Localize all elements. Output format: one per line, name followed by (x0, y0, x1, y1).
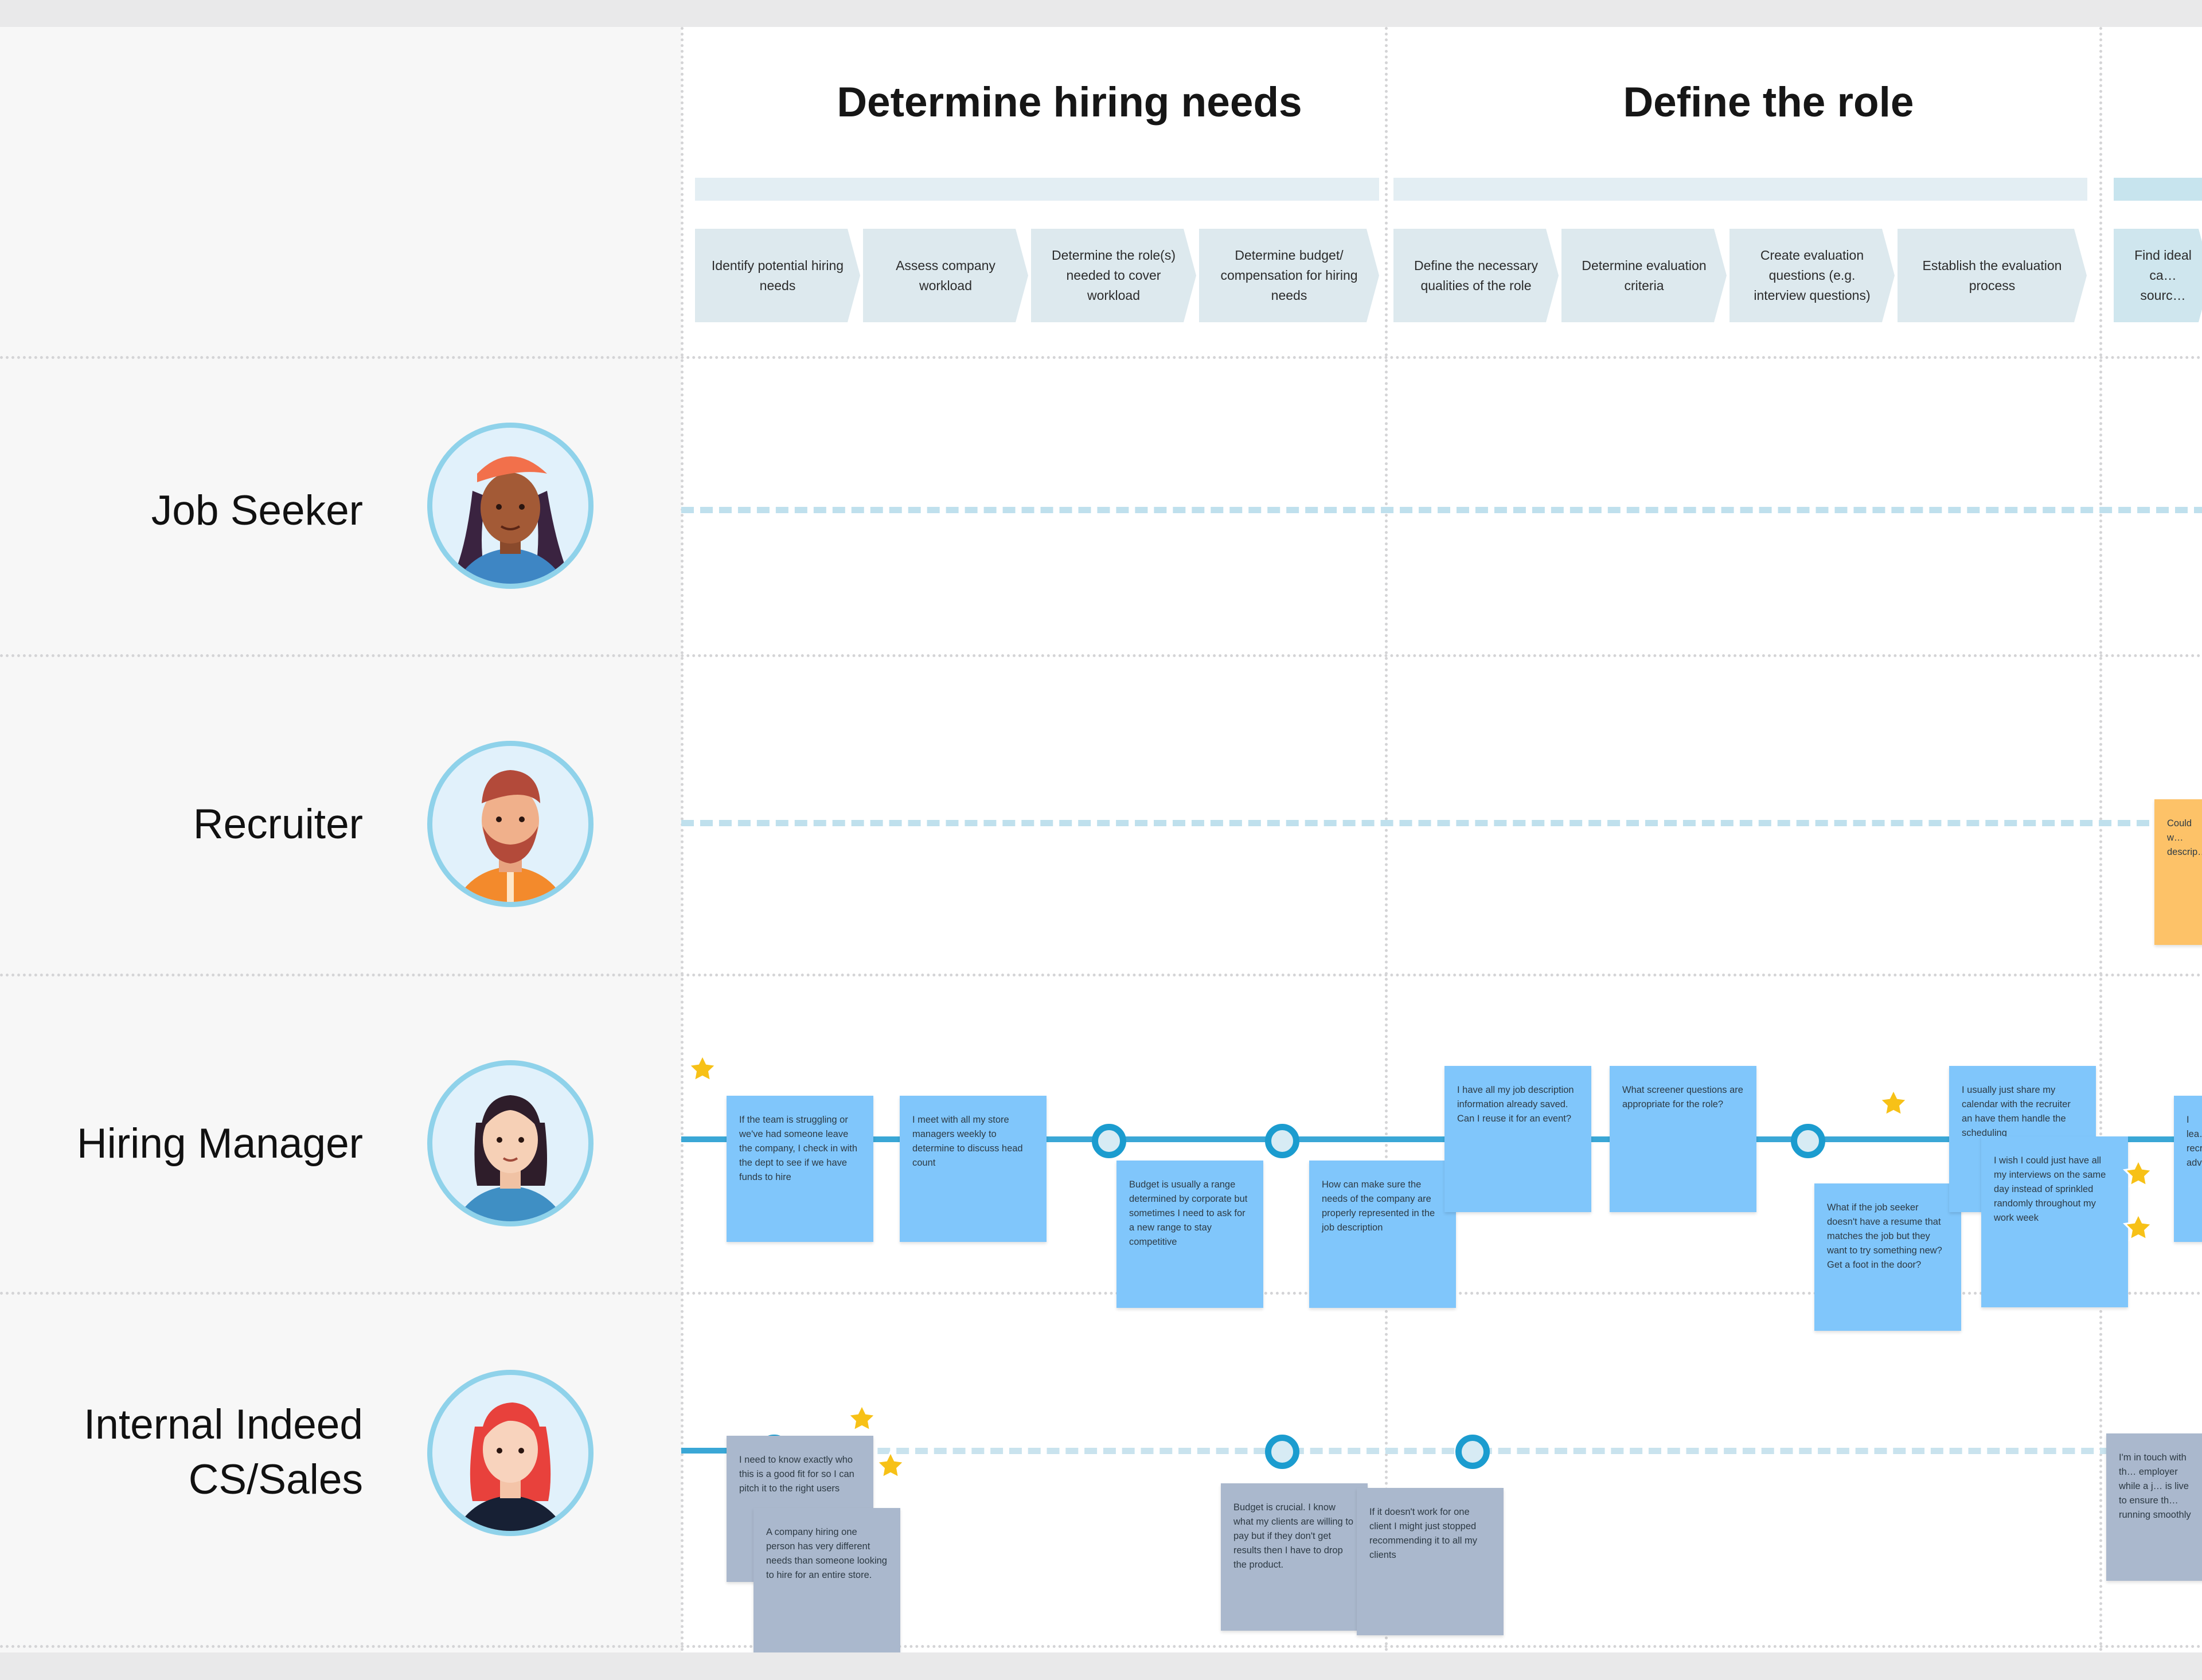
job-seeker-illustration (455, 456, 567, 584)
row-divider (0, 1645, 2202, 1648)
step-evaluation-questions[interactable]: Create evaluation questions (e.g. interv… (1729, 229, 1895, 322)
step-identify-needs[interactable]: Identify potential hiring needs (695, 229, 860, 322)
journey-node[interactable] (1265, 1124, 1299, 1158)
sticky-note[interactable]: How can make sure the needs of the compa… (1309, 1161, 1456, 1308)
role-label-internal: Internal Indeed CS/Sales (42, 1397, 363, 1507)
recruiter-lane (681, 820, 2149, 826)
sticky-note[interactable]: Budget is usually a range determined by … (1116, 1161, 1263, 1308)
role-label-text: Internal Indeed CS/Sales (83, 1401, 363, 1503)
phase-bar (1393, 178, 2087, 201)
internal-indeed-illustration (455, 1402, 565, 1531)
step-find-candidates[interactable]: Find ideal ca… sourc… (2114, 229, 2202, 322)
column-divider (1385, 27, 1388, 1652)
journey-node[interactable] (1455, 1435, 1490, 1469)
journey-node[interactable] (1791, 1124, 1825, 1158)
step-evaluation-process[interactable]: Establish the evaluation process (1898, 229, 2087, 322)
step-determine-roles[interactable]: Determine the role(s) needed to cover wo… (1031, 229, 1196, 322)
sticky-note[interactable]: I have all my job description informatio… (1444, 1066, 1591, 1212)
sticky-note-recruiter[interactable]: Could w… descrip… (2154, 799, 2202, 945)
phase-bar (2114, 178, 2202, 201)
internal-indeed-avatar (427, 1370, 594, 1536)
role-label-recruiter: Recruiter (193, 801, 363, 847)
step-define-qualities[interactable]: Define the necessary qualities of the ro… (1393, 229, 1559, 322)
row-divider (0, 654, 2202, 657)
role-label-job-seeker: Job Seeker (151, 487, 363, 534)
star-icon[interactable] (2123, 1158, 2154, 1189)
column-divider (2099, 27, 2102, 1652)
sticky-note[interactable]: What screener questions are appropriate … (1610, 1066, 1756, 1212)
recruiter-avatar (427, 741, 594, 907)
phase-title-define-role: Define the role (1623, 79, 1914, 126)
sticky-note[interactable]: A company hiring one person has very dif… (753, 1508, 900, 1652)
hiring-manager-illustration (455, 1095, 565, 1221)
sticky-note[interactable]: I lea… recr… adv… (2174, 1096, 2202, 1242)
star-icon[interactable] (846, 1403, 877, 1434)
step-determine-budget[interactable]: Determine budget/ compensation for hirin… (1199, 229, 1379, 322)
journey-map-board: Determine hiring needs Define the role I… (0, 27, 2202, 1652)
sticky-note[interactable]: I meet with all my store managers weekly… (900, 1096, 1047, 1242)
row-divider (0, 356, 2202, 359)
job-seeker-avatar (427, 423, 594, 589)
step-assess-workload[interactable]: Assess company workload (863, 229, 1028, 322)
sticky-note[interactable]: If it doesn't work for one client I migh… (1357, 1488, 1504, 1635)
journey-node[interactable] (1265, 1435, 1299, 1469)
row-divider (0, 974, 2202, 976)
row-divider (0, 1292, 2202, 1295)
sticky-note[interactable]: I'm in touch with th… employer while a j… (2106, 1433, 2202, 1581)
star-icon[interactable] (687, 1053, 718, 1084)
sticky-note[interactable]: If the team is struggling or we've had s… (727, 1096, 873, 1242)
hiring-manager-avatar (427, 1060, 594, 1226)
job-seeker-lane (681, 507, 2202, 513)
column-divider (681, 27, 684, 1652)
phase-title-hiring-needs: Determine hiring needs (837, 79, 1302, 126)
journey-node[interactable] (1092, 1124, 1126, 1158)
role-label-hiring-manager: Hiring Manager (76, 1120, 363, 1167)
sticky-note[interactable]: I wish I could just have all my intervie… (1981, 1136, 2128, 1307)
phase-bar (695, 178, 1379, 201)
star-icon[interactable] (875, 1450, 906, 1481)
star-icon[interactable] (2123, 1212, 2154, 1243)
hiring-manager-lane (681, 1136, 2202, 1142)
sticky-note[interactable]: Budget is crucial. I know what my client… (1221, 1483, 1368, 1631)
star-icon[interactable] (1878, 1088, 1909, 1119)
internal-lane-solid (681, 1448, 727, 1454)
recruiter-illustration (455, 770, 565, 902)
step-evaluation-criteria[interactable]: Determine evaluation criteria (1561, 229, 1727, 322)
sticky-note[interactable]: What if the job seeker doesn't have a re… (1814, 1183, 1961, 1331)
